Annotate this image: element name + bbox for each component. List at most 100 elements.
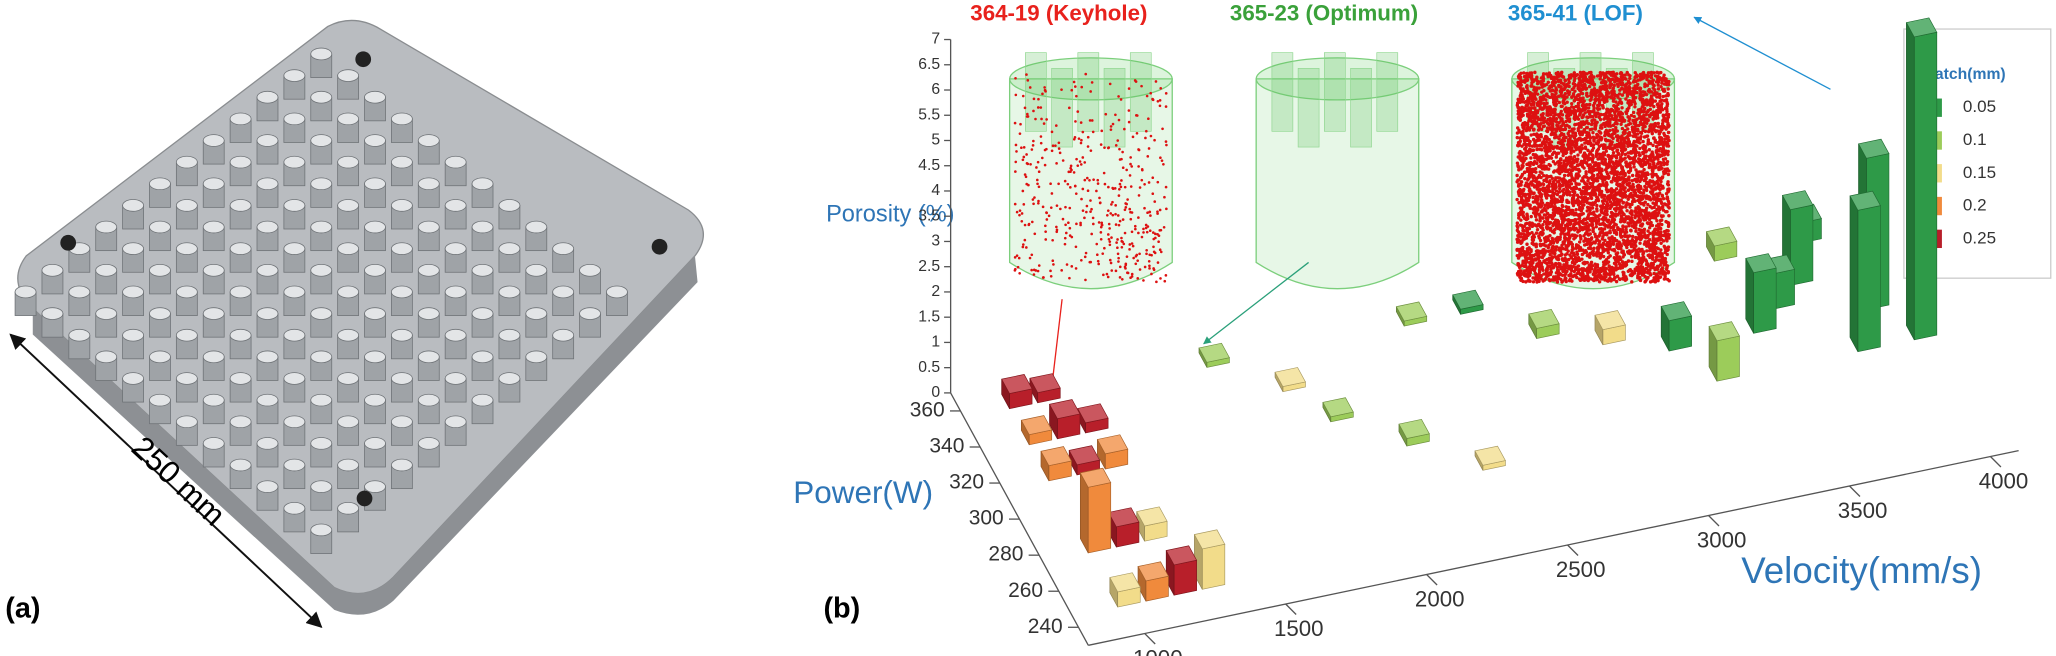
pillar-top xyxy=(552,328,575,342)
ct-pore xyxy=(1033,232,1037,236)
pillar-top xyxy=(337,501,360,515)
ct-pore xyxy=(1656,125,1661,129)
ct-pore xyxy=(1021,189,1025,193)
ct-pore xyxy=(1100,129,1104,133)
ct-pore xyxy=(1075,94,1078,98)
ct-pore xyxy=(1143,265,1147,269)
ct-pore xyxy=(1137,216,1140,219)
ct-pore xyxy=(1665,182,1670,186)
ct-pore xyxy=(1618,177,1622,182)
ct-pore xyxy=(1533,106,1537,110)
pillar-top xyxy=(283,458,306,472)
ct-pore xyxy=(1515,221,1520,225)
ct-pore xyxy=(1638,241,1642,245)
hole xyxy=(355,51,372,68)
ct-pore xyxy=(1147,117,1150,121)
ct-pore xyxy=(1525,90,1530,94)
ct-pore xyxy=(1652,271,1656,276)
ct-pore xyxy=(1630,280,1634,284)
ct-pore xyxy=(1620,183,1625,187)
ct-pore xyxy=(1020,212,1024,215)
ct-pore xyxy=(1586,115,1590,120)
ct-pore xyxy=(1667,233,1671,237)
pillar-top xyxy=(525,307,548,320)
ct-pore xyxy=(1571,105,1576,110)
ct-pore xyxy=(1643,117,1647,122)
ct-pore xyxy=(1532,127,1536,132)
ct-pore xyxy=(1116,246,1119,250)
ct-pore xyxy=(1519,218,1523,222)
pillar-top xyxy=(149,307,171,320)
ct-pore xyxy=(1594,278,1598,282)
ct-pore xyxy=(1589,246,1593,251)
ct-pore xyxy=(1057,141,1061,145)
ct-pore xyxy=(1060,88,1063,91)
ct-pore xyxy=(1522,71,1526,75)
ct-pore xyxy=(1565,192,1570,197)
ct-pore xyxy=(1625,183,1630,187)
ct-pore xyxy=(1023,238,1027,242)
ct-pore xyxy=(1591,160,1595,164)
ct-pore xyxy=(1594,122,1598,126)
pillar-top xyxy=(444,372,467,385)
pillar-top xyxy=(14,285,37,299)
ct-pore xyxy=(1528,223,1532,227)
ct-pore xyxy=(1050,130,1054,134)
pillar-top xyxy=(149,177,171,191)
pillar-top xyxy=(337,155,360,169)
ct-pore xyxy=(1619,217,1623,222)
ct-pore xyxy=(1144,226,1148,230)
ct-pore xyxy=(1629,113,1634,118)
ct-pore xyxy=(1561,153,1565,158)
ct-pore xyxy=(1636,255,1641,259)
ct-pore xyxy=(1063,179,1067,183)
pillar-top xyxy=(256,134,279,147)
ct-pore xyxy=(1516,263,1520,267)
ct-pore xyxy=(1619,122,1623,126)
ct-pore xyxy=(1610,154,1615,158)
ct-pore xyxy=(1604,87,1609,92)
ct-pore xyxy=(1014,93,1018,97)
pillar-top xyxy=(175,155,198,169)
ct-pore xyxy=(1566,218,1571,222)
pillar-top xyxy=(310,47,333,61)
ct-pore xyxy=(1662,133,1667,138)
ct-pore xyxy=(1525,272,1529,277)
ct-pore xyxy=(1581,211,1585,216)
ct-pore xyxy=(1536,202,1540,206)
ct-pore xyxy=(1156,261,1160,264)
ct-pore xyxy=(1557,100,1562,105)
ct-pore xyxy=(1133,224,1137,228)
ct-pore xyxy=(1666,112,1671,117)
ct-pore xyxy=(1624,124,1628,128)
ct-pore xyxy=(1111,200,1114,204)
pillar-top xyxy=(364,350,386,364)
ct-pore xyxy=(1638,179,1642,184)
ct-pore xyxy=(1128,174,1132,177)
ct-pore xyxy=(1074,120,1077,123)
ct-pore xyxy=(1642,188,1646,192)
pillar-top xyxy=(337,69,360,82)
ct-pore xyxy=(1149,214,1152,217)
ct-pore xyxy=(1649,76,1654,80)
ct-pore xyxy=(1089,210,1092,213)
ct-pore xyxy=(1635,252,1639,256)
ct-pore xyxy=(1601,151,1606,155)
ct-pore xyxy=(1105,272,1109,276)
ct-pore xyxy=(1116,139,1120,142)
ct-pore xyxy=(1518,175,1523,180)
ct-pore xyxy=(1544,178,1548,182)
ct-pore xyxy=(1554,91,1558,95)
ct-pore xyxy=(1129,276,1132,280)
ct-pore xyxy=(1521,279,1525,284)
ct-pore xyxy=(1619,235,1623,239)
ct-pore xyxy=(1546,245,1550,250)
pillar-top xyxy=(391,415,413,429)
ct-pore xyxy=(1641,150,1645,155)
ct-pore xyxy=(1604,185,1608,189)
pillar-top xyxy=(552,285,575,299)
ct-pore xyxy=(1120,157,1123,161)
ct-pore xyxy=(1647,226,1652,230)
ct-pore xyxy=(1644,92,1649,97)
ct-pore xyxy=(1520,144,1524,148)
